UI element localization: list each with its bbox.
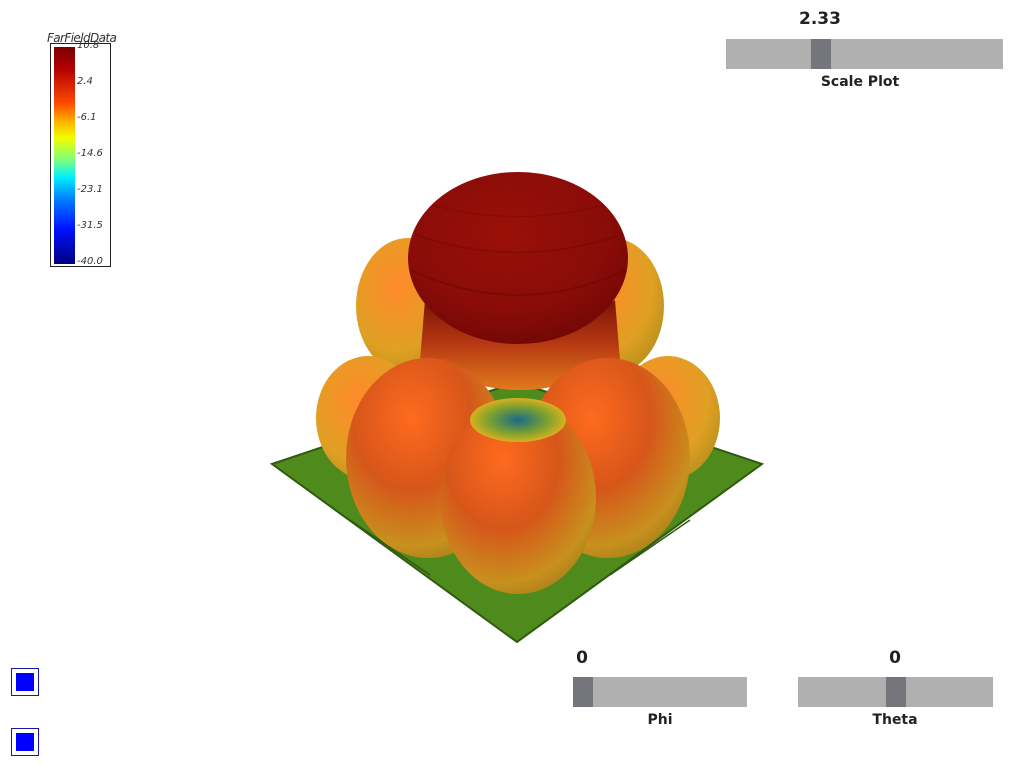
- phi-slider[interactable]: [573, 677, 747, 707]
- legend-tick: -6.1: [77, 112, 97, 123]
- lobe-front-center: [440, 402, 596, 594]
- phi-slider-handle[interactable]: [573, 677, 593, 707]
- legend-tick: -31.5: [77, 220, 103, 231]
- scale-plot-value: 2.33: [799, 9, 841, 29]
- theta-slider[interactable]: [798, 677, 993, 707]
- lobe-center-dip: [470, 398, 566, 442]
- theta-slider-handle[interactable]: [885, 677, 906, 707]
- theta-value: 0: [889, 648, 901, 668]
- legend-tick: -40.0: [77, 256, 103, 267]
- lobe-main-top: [408, 172, 628, 344]
- phi-label: Phi: [647, 712, 673, 728]
- legend-frame: [50, 43, 111, 267]
- color-scale-bar: [54, 47, 75, 264]
- toggle-indicator: [16, 733, 34, 751]
- toggle-indicator: [16, 673, 34, 691]
- scale-plot-slider[interactable]: [726, 39, 1003, 69]
- legend-tick: 2.4: [77, 76, 93, 87]
- legend-title: FarFieldData: [47, 31, 117, 45]
- theta-label: Theta: [872, 712, 918, 728]
- legend-tick: 10.8: [77, 40, 100, 51]
- legend-tick: -23.1: [77, 184, 103, 195]
- toggle-button-2[interactable]: [11, 728, 39, 756]
- phi-value: 0: [576, 648, 588, 668]
- legend-tick: -14.6: [77, 148, 103, 159]
- scale-plot-slider-handle[interactable]: [810, 39, 831, 69]
- scale-plot-label: Scale Plot: [820, 74, 900, 90]
- toggle-button-1[interactable]: [11, 668, 39, 696]
